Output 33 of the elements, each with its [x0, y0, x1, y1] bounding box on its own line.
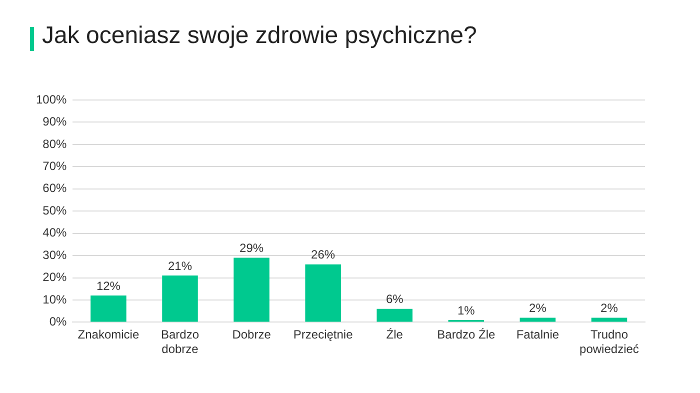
- y-tick-label: 30%: [42, 248, 68, 262]
- x-tick-label: Fatalnie: [516, 328, 560, 342]
- x-tick-label: Źle: [386, 328, 404, 342]
- y-tick-label: 80%: [42, 136, 68, 151]
- y-tick-label: 0%: [49, 314, 68, 329]
- bar: [90, 296, 126, 322]
- data-label: 1%: [457, 303, 476, 318]
- bar: [376, 308, 412, 322]
- y-tick-label: 10%: [42, 292, 68, 306]
- bar: [162, 276, 198, 322]
- x-tick-label: Bardzo Źle: [437, 328, 496, 342]
- y-tick-label: 20%: [42, 270, 68, 284]
- x-tick-label: Dobrze: [232, 328, 272, 342]
- data-label: 12%: [96, 278, 121, 293]
- data-label: 21%: [168, 258, 192, 273]
- x-tick-label: Przeciętnie: [293, 328, 354, 342]
- y-tick-label: 90%: [42, 114, 68, 129]
- x-tick-label: Bardzo dobrze: [160, 328, 200, 356]
- data-label: 26%: [311, 248, 336, 262]
- data-label: 2%: [529, 301, 547, 316]
- y-tick-label: 70%: [42, 158, 68, 173]
- data-label: 2%: [600, 301, 618, 316]
- bar: [234, 258, 270, 322]
- x-tick-label: Trudno powiedzieć: [580, 328, 639, 356]
- data-label: 6%: [386, 292, 404, 306]
- bar: [305, 264, 341, 322]
- y-tick-label: 60%: [42, 181, 68, 196]
- x-tick-label: Znakomicie: [78, 328, 140, 342]
- y-tick-label: 40%: [42, 226, 68, 240]
- y-tick-label: 50%: [42, 203, 68, 218]
- y-tick-label: 100%: [36, 92, 68, 106]
- chart-title: Jak oceniasz swoje zdrowie psychiczne?: [42, 22, 477, 50]
- data-label: 29%: [240, 241, 264, 256]
